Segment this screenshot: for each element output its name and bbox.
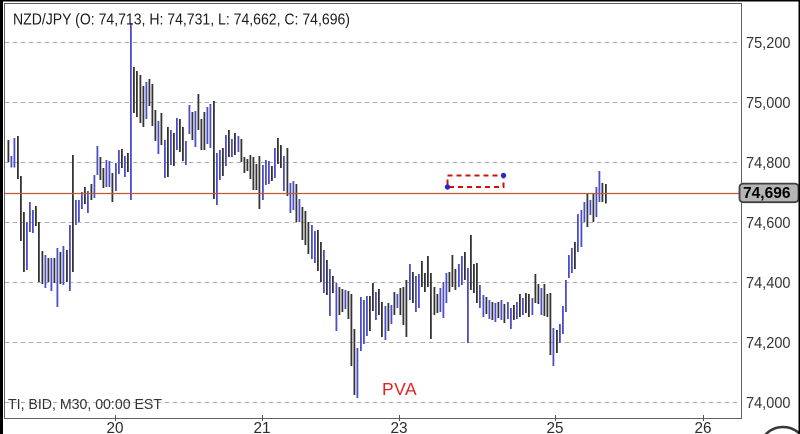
svg-text:26: 26 — [694, 420, 711, 434]
svg-text:21: 21 — [253, 420, 270, 434]
svg-text:NZD/JPY (O: 74,713, H: 74,731,: NZD/JPY (O: 74,713, H: 74,731, L: 74,662… — [13, 12, 350, 29]
svg-text:25: 25 — [546, 420, 563, 434]
svg-text:75,200: 75,200 — [746, 35, 791, 52]
svg-text:20: 20 — [106, 420, 123, 434]
svg-text:74,000: 74,000 — [746, 395, 791, 412]
svg-text:74,400: 74,400 — [746, 275, 791, 292]
svg-text:74,800: 74,800 — [746, 155, 791, 172]
svg-text:PVA: PVA — [382, 379, 417, 399]
svg-text:74,600: 74,600 — [746, 215, 791, 232]
svg-text:74,200: 74,200 — [746, 335, 791, 352]
svg-text:74,696: 74,696 — [743, 185, 791, 202]
svg-text:75,000: 75,000 — [746, 95, 791, 112]
svg-text:TI, BID, M30, 00:00 EST: TI, BID, M30, 00:00 EST — [8, 396, 162, 413]
svg-text:23: 23 — [390, 420, 407, 434]
